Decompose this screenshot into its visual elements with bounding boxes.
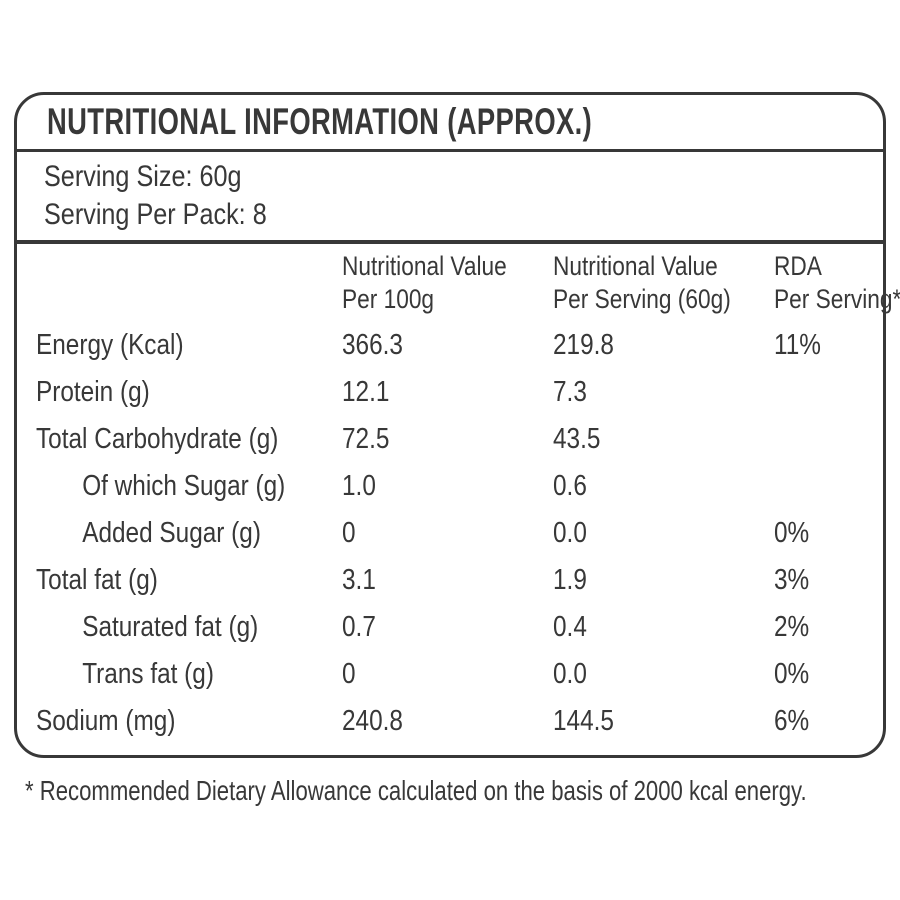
value-per-100g: 0: [342, 517, 356, 549]
table-row: Total fat (g) 3.1 1.9 3%: [36, 557, 883, 604]
table-row: Added Sugar (g) 0 0.0 0%: [36, 510, 883, 557]
value-per-serving: 43.5: [553, 423, 601, 455]
table-row: Energy (Kcal) 366.3 219.8 11%: [36, 322, 883, 369]
panel-header: NUTRITIONAL INFORMATION (APPROX.): [17, 95, 883, 152]
nutrient-label: Of which Sugar (g): [82, 470, 286, 502]
column-header-line: Nutritional Value: [553, 251, 718, 281]
column-header-line: Per 100g: [342, 284, 435, 314]
value-per-serving: 0.4: [553, 611, 587, 643]
nutrient-label: Sodium (mg): [36, 705, 176, 737]
nutrient-label: Protein (g): [36, 376, 150, 408]
value-per-100g: 1.0: [342, 470, 376, 502]
value-per-100g: 72.5: [342, 423, 390, 455]
value-per-100g: 366.3: [342, 329, 403, 361]
column-header-line: Nutritional Value: [342, 251, 507, 281]
value-per-serving: 144.5: [553, 705, 614, 737]
column-header-rda: RDA Per Serving*: [774, 250, 900, 316]
value-per-serving: 1.9: [553, 564, 587, 596]
column-header-per-serving: Nutritional Value Per Serving (60g): [553, 250, 774, 316]
nutrient-label: Energy (Kcal): [36, 329, 184, 361]
rda-value: 3%: [774, 564, 810, 596]
nutrition-panel: NUTRITIONAL INFORMATION (APPROX.) Servin…: [14, 92, 900, 758]
rda-value: 11%: [774, 329, 821, 361]
column-header-line: Per Serving*: [774, 284, 900, 314]
table-row: Of which Sugar (g) 1.0 0.6: [36, 463, 883, 510]
value-per-serving: 219.8: [553, 329, 614, 361]
table-row: Saturated fat (g) 0.7 0.4 2%: [36, 604, 883, 651]
value-per-100g: 3.1: [342, 564, 376, 596]
value-per-serving: 0.0: [553, 517, 587, 549]
value-per-serving: 7.3: [553, 376, 587, 408]
nutrient-label: Added Sugar (g): [82, 517, 261, 549]
table-row: Total Carbohydrate (g) 72.5 43.5: [36, 416, 883, 463]
column-header-line: Per Serving (60g): [553, 284, 731, 314]
nutrient-label: Trans fat (g): [82, 658, 214, 690]
value-per-100g: 12.1: [342, 376, 390, 408]
value-per-100g: 0: [342, 658, 356, 690]
nutrient-label: Total Carbohydrate (g): [36, 423, 279, 455]
table-row: Sodium (mg) 240.8 144.5 6%: [36, 698, 883, 745]
table-header: Nutritional Value Per 100g Nutritional V…: [36, 250, 900, 316]
table-body: Energy (Kcal) 366.3 219.8 11% Protein (g…: [36, 322, 883, 745]
value-per-serving: 0.6: [553, 470, 587, 502]
nutrient-label: Total fat (g): [36, 564, 158, 596]
rda-value: 6%: [774, 705, 810, 737]
column-header-per-100g: Nutritional Value Per 100g: [342, 250, 553, 316]
rda-value: 0%: [774, 517, 810, 549]
rda-footnote: * Recommended Dietary Allowance calculat…: [25, 775, 807, 806]
table-row: Protein (g) 12.1 7.3: [36, 369, 883, 416]
nutrition-table: Nutritional Value Per 100g Nutritional V…: [17, 244, 900, 745]
column-header-line: RDA: [774, 251, 822, 281]
rda-value: 2%: [774, 611, 810, 643]
value-per-100g: 240.8: [342, 705, 403, 737]
rda-value: 0%: [774, 658, 810, 690]
serving-size: Serving Size: 60g: [44, 160, 242, 193]
table-row: Trans fat (g) 0 0.0 0%: [36, 651, 883, 698]
value-per-100g: 0.7: [342, 611, 376, 643]
serving-per-pack: Serving Per Pack: 8: [44, 198, 267, 231]
panel-title: NUTRITIONAL INFORMATION (APPROX.): [47, 101, 593, 142]
value-per-serving: 0.0: [553, 658, 587, 690]
serving-info: Serving Size: 60g Serving Per Pack: 8: [17, 152, 883, 244]
nutrient-label: Saturated fat (g): [82, 611, 259, 643]
